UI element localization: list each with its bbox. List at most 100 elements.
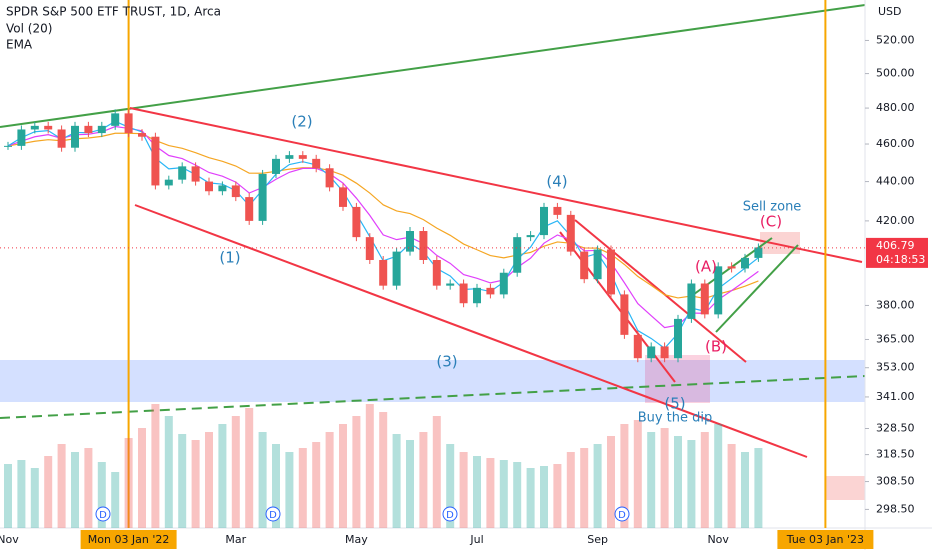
dividend-marker bbox=[95, 506, 111, 522]
y-tick-label: 420.00 bbox=[876, 214, 915, 227]
candle-body bbox=[473, 287, 481, 304]
x-tick-label: Tue 03 Jan '23 bbox=[786, 533, 864, 546]
wave-label: (5) bbox=[664, 395, 685, 413]
y-tick-label: 500.00 bbox=[876, 67, 915, 80]
y-tick-label: 365.00 bbox=[876, 332, 915, 345]
dividend-label: D bbox=[618, 510, 626, 521]
candle-body bbox=[714, 266, 723, 315]
candle-body bbox=[379, 260, 388, 286]
candle-body bbox=[285, 155, 294, 159]
candle-body bbox=[84, 125, 93, 134]
candle-body bbox=[191, 166, 200, 182]
volume-legend: Vol (20) bbox=[6, 22, 52, 36]
candle-body bbox=[741, 257, 749, 269]
x-tick-label: Mon 03 Jan '22 bbox=[88, 533, 170, 546]
volume-bar bbox=[124, 438, 133, 528]
volume-bar bbox=[339, 424, 347, 528]
y-tick-label: 308.50 bbox=[876, 475, 915, 488]
candle-body bbox=[660, 346, 669, 359]
volume-bar bbox=[633, 420, 642, 528]
volume-bar bbox=[499, 460, 508, 528]
candle-body bbox=[727, 266, 736, 269]
volume-bar bbox=[44, 456, 53, 528]
volume-bar bbox=[312, 442, 321, 528]
countdown-label: 04:18:53 bbox=[876, 253, 925, 266]
x-tick-label: Nov bbox=[707, 533, 729, 546]
candle-body bbox=[674, 318, 682, 359]
volume-bar bbox=[191, 440, 200, 528]
candle-body bbox=[365, 237, 374, 261]
volume-bar bbox=[272, 444, 280, 528]
candle-body bbox=[620, 294, 629, 335]
y-tick-label: 440.00 bbox=[876, 175, 915, 188]
wave-label: (3) bbox=[436, 353, 457, 371]
ema-legend: EMA bbox=[6, 38, 33, 52]
slow-average bbox=[7, 132, 759, 300]
volume-bar bbox=[687, 440, 696, 528]
candle-body bbox=[566, 214, 575, 252]
candle-body bbox=[446, 283, 455, 286]
sell-zone bbox=[760, 232, 800, 254]
trend-line bbox=[0, 375, 866, 419]
volume-bar bbox=[138, 428, 146, 528]
volume-bar bbox=[406, 440, 414, 528]
candle-body bbox=[432, 260, 441, 286]
dividend-marker bbox=[442, 506, 458, 522]
last-price-box bbox=[866, 237, 928, 268]
y-tick-label: 460.00 bbox=[876, 137, 915, 150]
candle-body bbox=[459, 283, 468, 304]
y-tick-label: 353.00 bbox=[876, 361, 915, 374]
volume-bar bbox=[486, 458, 495, 528]
candle-body bbox=[111, 113, 120, 126]
candle-body bbox=[406, 231, 414, 252]
volume-bar bbox=[111, 472, 120, 528]
volume-bar bbox=[660, 428, 669, 528]
candle-body bbox=[231, 185, 240, 198]
candle-body bbox=[593, 249, 602, 280]
dividend-label: D bbox=[99, 510, 107, 521]
y-tick-label: 298.50 bbox=[876, 502, 915, 515]
volume-bar bbox=[553, 464, 562, 528]
candle-body bbox=[580, 251, 589, 280]
channel-line bbox=[129, 107, 863, 263]
volume-bar bbox=[513, 462, 522, 528]
channel-line bbox=[134, 204, 808, 458]
currency: USD bbox=[878, 5, 902, 18]
volume-bar bbox=[205, 432, 213, 528]
candle-body bbox=[124, 113, 133, 134]
y-tick-label: 341.00 bbox=[876, 390, 915, 403]
volume-bar bbox=[392, 434, 401, 528]
volume-bar bbox=[566, 452, 575, 528]
candle-body bbox=[754, 247, 763, 258]
candle-body bbox=[700, 283, 709, 315]
volume-bar bbox=[97, 462, 106, 528]
dividend-label: D bbox=[446, 510, 454, 521]
support-zone bbox=[0, 360, 865, 402]
buy-zone bbox=[645, 355, 710, 403]
volume-bar bbox=[325, 432, 334, 528]
x-label-highlight bbox=[777, 530, 874, 549]
volume-bar bbox=[446, 444, 455, 528]
candle-body bbox=[151, 136, 160, 186]
candle-body bbox=[205, 181, 213, 192]
candle-body bbox=[687, 283, 696, 319]
volume-bar bbox=[620, 424, 629, 528]
volume-bar bbox=[741, 452, 749, 528]
candle-body bbox=[540, 206, 548, 236]
candle-body bbox=[339, 187, 347, 207]
volume-bar bbox=[218, 424, 227, 528]
volume-bar bbox=[526, 468, 535, 528]
volume-bar bbox=[419, 432, 428, 528]
volume-bar bbox=[57, 444, 66, 528]
buy-dip-label: Buy the dip bbox=[638, 411, 713, 426]
volume-bar bbox=[178, 434, 187, 528]
last-price-label: 406.79 bbox=[876, 239, 915, 252]
volume-bar bbox=[580, 448, 589, 528]
wave-label: (A) bbox=[695, 258, 717, 276]
candle-body bbox=[245, 197, 254, 221]
volume-bar bbox=[365, 404, 374, 528]
x-tick-label: Nov bbox=[0, 533, 19, 546]
dividend-marker bbox=[265, 506, 281, 522]
wave-label: (2) bbox=[291, 113, 312, 131]
